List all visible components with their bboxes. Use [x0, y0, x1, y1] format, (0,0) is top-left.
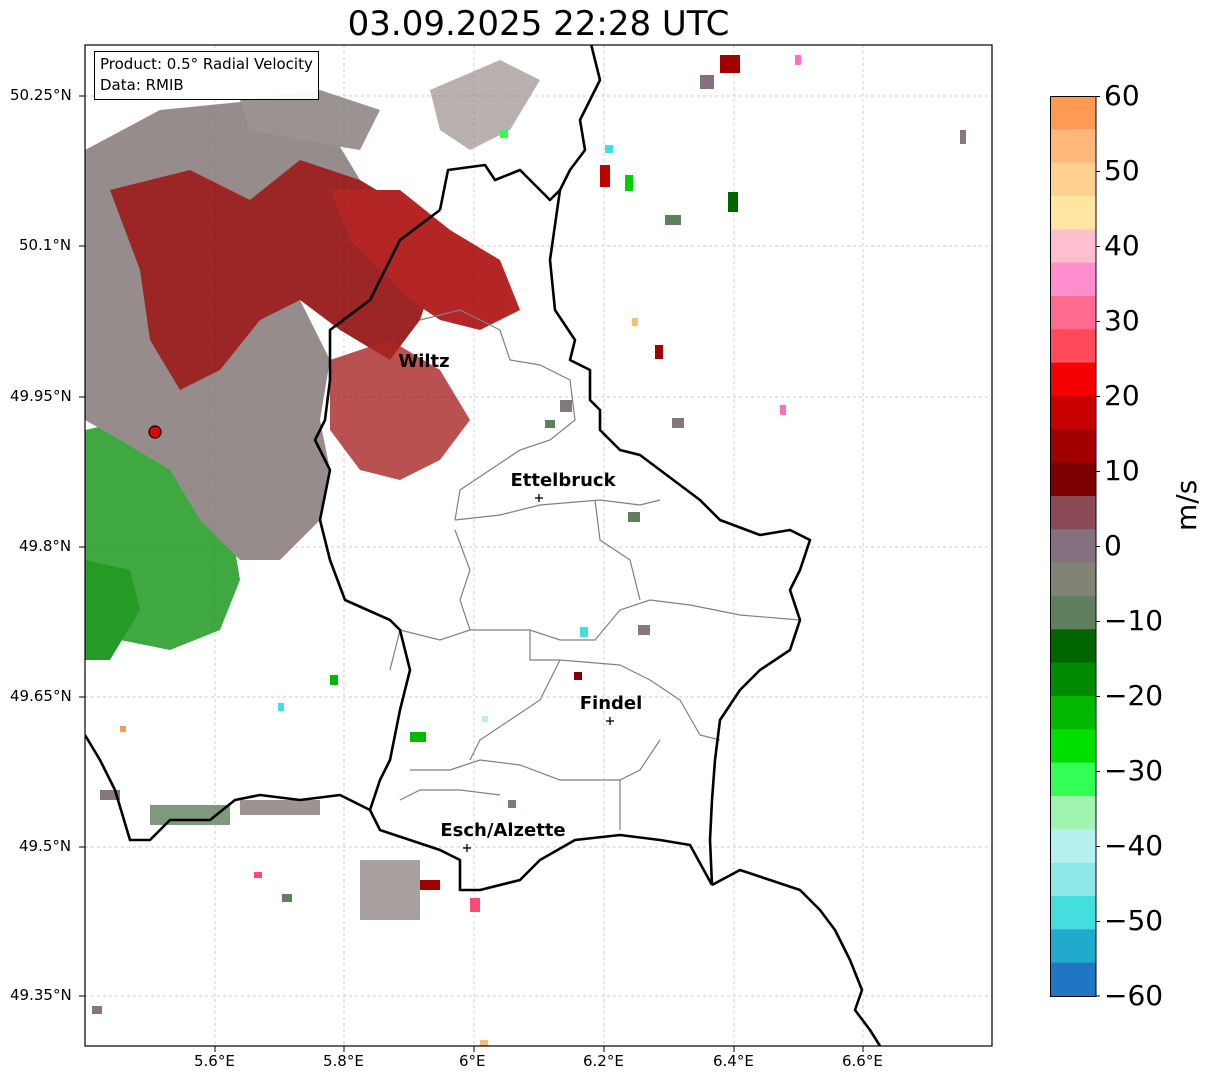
colorbar-tick-label: 30 [1104, 304, 1140, 337]
colorbar-swatch [1050, 462, 1096, 497]
colorbar-swatch [1050, 296, 1096, 330]
colorbar-swatch [1050, 796, 1096, 830]
lat-tick-label: 49.8°N [19, 537, 72, 555]
colorbar-swatch [1050, 696, 1096, 730]
colorbar-tick-label: 20 [1104, 379, 1140, 412]
colorbar-swatch [1050, 162, 1096, 197]
echo-gray-north [240, 90, 380, 150]
colorbar-swatch [1050, 662, 1096, 697]
colorbar-tick-label: 50 [1104, 154, 1140, 187]
colorbar-tick-label: 40 [1104, 229, 1140, 262]
colorbar-unit-label: m/s [1170, 479, 1203, 531]
map-frame [84, 44, 993, 1047]
colorbar-tick-label: −50 [1104, 904, 1164, 937]
product-label: Product: 0.5° Radial Velocity [100, 55, 313, 73]
echo-red-northeast [330, 190, 520, 330]
lat-tick-label: 49.5°N [19, 837, 72, 855]
lon-tick-label: 6°E [459, 1052, 486, 1070]
colorbar-swatch [1050, 362, 1096, 397]
colorbar-swatch [1050, 262, 1096, 297]
colorbar-swatch [1050, 929, 1096, 964]
colorbar-swatch [1050, 529, 1096, 564]
colorbar-tick-label: −60 [1104, 979, 1164, 1012]
axis-ticks [79, 95, 864, 1052]
lon-tick-label: 5.8°E [323, 1052, 364, 1070]
colorbar [1050, 96, 1100, 997]
colorbar-swatch [1050, 396, 1096, 430]
lon-tick-label: 6.6°E [842, 1052, 883, 1070]
radar-site-marker [148, 425, 162, 439]
colorbar-tick-label: −40 [1104, 829, 1164, 862]
lon-tick-label: 5.6°E [194, 1052, 235, 1070]
lat-tick-label: 49.95°N [10, 387, 72, 405]
canton-boundaries [389, 309, 801, 830]
echo-red-central [330, 340, 470, 480]
colorbar-tick-label: −30 [1104, 754, 1164, 787]
colorbar-swatch [1050, 96, 1096, 130]
lat-tick-label: 50.25°N [10, 86, 72, 104]
colorbar-swatch [1050, 762, 1096, 797]
colorbar-swatch [1050, 962, 1096, 997]
lon-tick-label: 6.4°E [713, 1052, 754, 1070]
colorbar-tick-label: 60 [1104, 79, 1140, 112]
colorbar-swatch [1050, 329, 1096, 364]
colorbar-swatch [1050, 429, 1096, 464]
echo-green-speckle [85, 560, 140, 660]
lat-tick-label: 50.1°N [19, 236, 72, 254]
colorbar-swatch [1050, 862, 1096, 897]
data-source-label: Data: RMIB [100, 76, 184, 94]
colorbar-swatch [1050, 196, 1096, 230]
radar-echoes [85, 60, 540, 660]
city-label-ettelbruck: Ettelbruck [510, 470, 616, 491]
map-title: 03.09.2025 22:28 UTC [347, 4, 730, 44]
product-info-box: Product: 0.5° Radial Velocity Data: RMIB [94, 51, 319, 100]
echo-gray-east-strip [430, 60, 540, 150]
colorbar-swatch [1050, 896, 1096, 930]
colorbar-swatch [1050, 829, 1096, 864]
lat-tick-label: 49.35°N [10, 986, 72, 1004]
city-label-findel: Findel [579, 693, 643, 714]
colorbar-tick-label: 10 [1104, 454, 1140, 487]
city-markers [463, 494, 614, 852]
colorbar-swatch [1050, 496, 1096, 530]
colorbar-tick-label: −20 [1104, 679, 1164, 712]
national-borders [85, 45, 882, 1046]
city-label-esch-alzette: Esch/Alzette [440, 820, 566, 841]
colorbar-tick-label: −10 [1104, 604, 1164, 637]
colorbar-swatch [1050, 729, 1096, 764]
colorbar-tick-label: 0 [1104, 529, 1122, 562]
colorbar-swatch [1050, 129, 1096, 164]
colorbar-swatch [1050, 229, 1096, 264]
lat-tick-label: 49.65°N [10, 687, 72, 705]
colorbar-swatch [1050, 562, 1096, 597]
city-label-wiltz: Wiltz [398, 351, 450, 372]
colorbar-swatch [1050, 629, 1096, 664]
colorbar-swatch [1050, 596, 1096, 630]
lon-tick-label: 6.2°E [583, 1052, 624, 1070]
